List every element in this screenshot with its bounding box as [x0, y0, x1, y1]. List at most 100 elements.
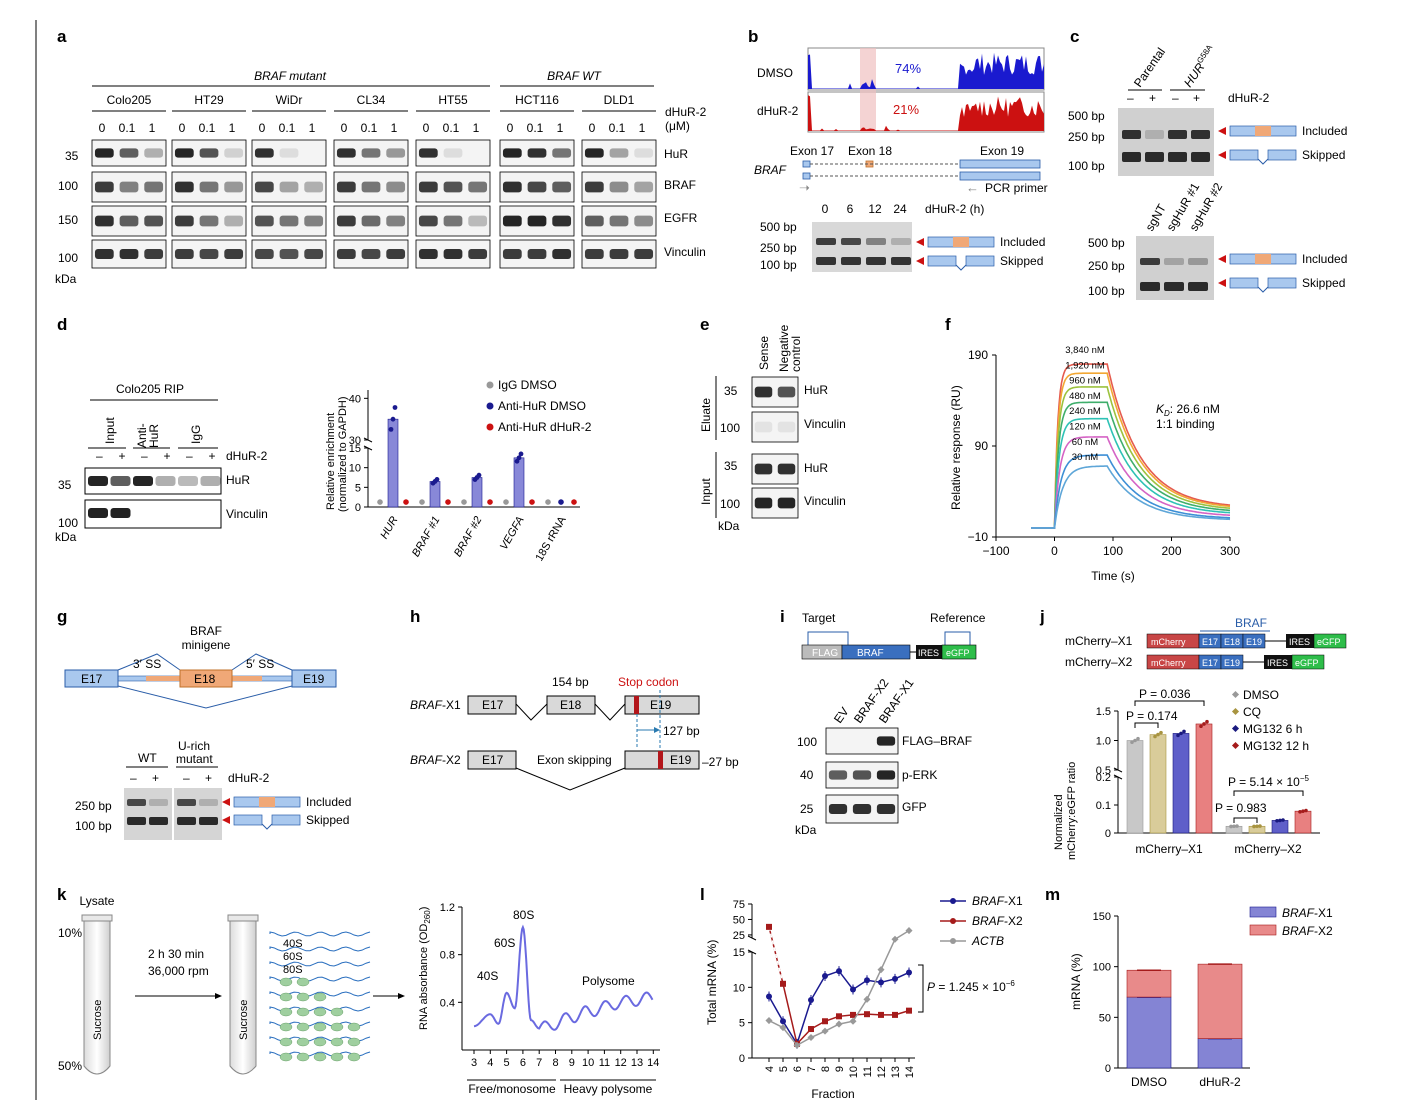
blot-a-band [527, 215, 547, 227]
blot-a-band [634, 215, 654, 227]
series-line-l [768, 929, 910, 1047]
xtick-label-l: 6 [792, 1066, 804, 1072]
point-l [808, 997, 814, 1004]
point-j [1153, 734, 1157, 739]
minigene-title2: minigene [182, 638, 231, 652]
point-l [878, 1011, 884, 1018]
blot-a-band [443, 181, 463, 193]
blot-i-perk-band [852, 770, 872, 780]
band-skipped-c [1145, 152, 1164, 162]
xtick-label-k: 3 [471, 1057, 477, 1069]
band-included-c [1122, 130, 1141, 139]
mcherry-text: mCherry [1151, 658, 1186, 668]
ribosome [313, 992, 327, 1002]
egfp-box [941, 644, 977, 660]
point-d [445, 499, 451, 505]
legend-label-l: BRAF-X2 [972, 914, 1023, 928]
gene-exon17 [802, 160, 811, 168]
category-label-d: BRAF #1 [410, 515, 443, 559]
band-skipped-g [199, 817, 218, 825]
legend-marker-l [950, 938, 956, 944]
iso-skipped-link [1257, 286, 1269, 293]
point-j [1275, 818, 1279, 823]
point-l [878, 979, 884, 986]
gene2-exon17 [802, 172, 811, 180]
blot-a-band [224, 248, 244, 260]
signs-d: – + – + – + [96, 449, 216, 463]
mrna-strand [269, 961, 371, 967]
blot-label-hur-d: HuR [226, 473, 250, 487]
h-label-e19b: E19 [670, 753, 692, 767]
point-j [1278, 818, 1282, 823]
iso-skipped-left [927, 255, 957, 267]
sig-bracket-4 [1233, 817, 1258, 823]
point-j [1130, 740, 1134, 745]
exon-text-j: E17 [1202, 658, 1218, 668]
point-l [906, 969, 912, 976]
coverage-track-dhur [808, 95, 1044, 131]
dose-value: 0 [341, 121, 348, 135]
ylabel2-d: (normalized to GAPDH) [337, 396, 349, 512]
blot-e-hur: HuR [804, 383, 828, 397]
sucrose-1: Sucrose [92, 1000, 104, 1040]
cell-line-label: HCT116 [515, 93, 559, 107]
blot-a-band [527, 181, 547, 193]
blot-a-band [634, 248, 654, 260]
point-l [891, 935, 899, 943]
reference-bracket [944, 631, 971, 645]
ribosome [330, 1007, 344, 1017]
absorbance-trace [473, 924, 654, 1031]
drug-label-d: dHuR-2 [226, 449, 268, 463]
blot-a-band [174, 181, 194, 193]
ribosome [296, 1052, 310, 1062]
bar-j [1271, 820, 1289, 834]
point-l [877, 966, 885, 974]
intron-1-orange [146, 676, 180, 681]
tube-1-rim [81, 914, 113, 922]
ylabel-l: Total mRNA (%) [705, 940, 719, 1025]
h-intron-skip [515, 767, 626, 791]
blot-a-band [502, 148, 522, 158]
ribosome [296, 1037, 310, 1047]
blot-a-band [199, 181, 219, 193]
sign-d: – [96, 449, 103, 463]
band-hur-d [133, 476, 153, 486]
ytick-label-l: 15 [733, 947, 745, 959]
point-j [1252, 824, 1256, 829]
isoform-icons-b: Included Skipped [916, 235, 1045, 271]
blot-a-band [144, 248, 164, 260]
ribosome [296, 1022, 310, 1032]
ribosome [347, 1037, 361, 1047]
point-j [1176, 733, 1180, 738]
lane-ev: EV [831, 705, 852, 726]
point-j [1202, 722, 1206, 726]
ribosome [296, 1007, 310, 1017]
ribosome [296, 992, 310, 1002]
tube-1 [83, 919, 111, 1075]
point-l [864, 1011, 870, 1018]
point-j [1298, 810, 1302, 814]
ytick-label-m: 100 [1093, 962, 1111, 974]
blot-label-vinculin: Vinculin [664, 245, 706, 259]
legend-marker-j [1231, 707, 1240, 716]
legend-suffix-m: -X2 [1314, 924, 1333, 938]
dose-value: 0 [99, 121, 106, 135]
conc-label: 30 nM [1072, 452, 1098, 463]
ylabel-f: Relative response (RU) [949, 385, 963, 510]
ss5-label: 5′ SS [246, 657, 274, 671]
label-skipped: Skipped [1302, 148, 1345, 162]
xtick-label-k: 7 [536, 1057, 542, 1069]
blot-a-band [552, 248, 572, 260]
band-skipped-g [149, 817, 168, 825]
xgroup-free: Free/monosome [468, 1082, 556, 1096]
band-included [841, 238, 861, 245]
panel-letter-m: m [1045, 885, 1060, 904]
blot-a-band [199, 248, 219, 260]
xtick-label-l: 9 [834, 1066, 846, 1072]
panel-letter-k: k [57, 885, 67, 904]
xtick-label-k: 4 [487, 1057, 493, 1069]
bar-m [1126, 969, 1172, 998]
point-d [558, 499, 564, 505]
conc-label: 3,840 nM [1065, 345, 1105, 356]
